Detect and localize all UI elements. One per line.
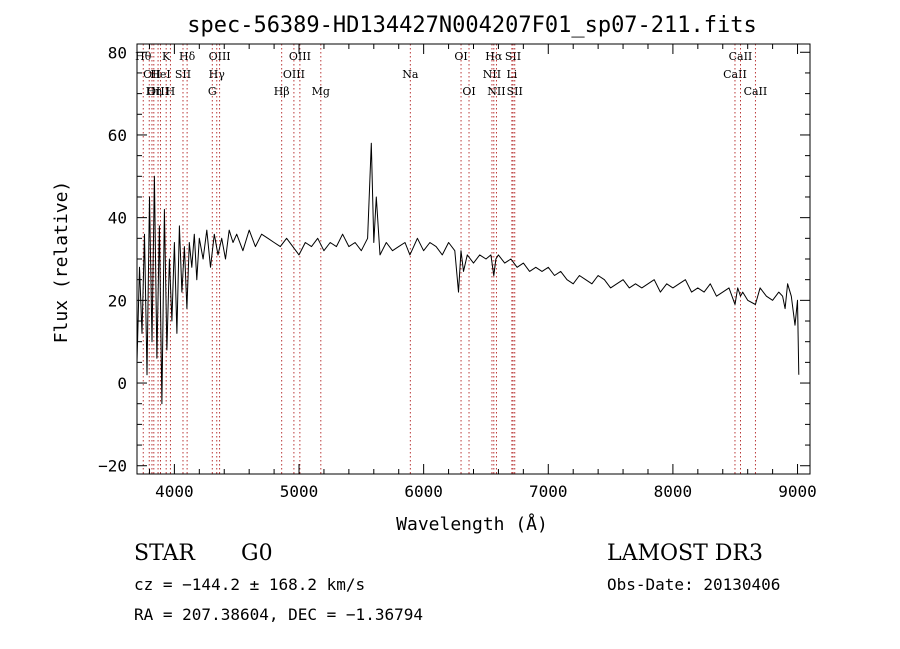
spectral-line-label: Hα — [485, 50, 503, 63]
spectral-line-label: SII — [507, 85, 523, 98]
spectral-line-label: HeI — [150, 68, 170, 81]
x-tick-label: 8000 — [654, 482, 693, 501]
spectral-line-label: NII — [487, 85, 505, 98]
chart-title: spec-56389-HD134427N004207F01_sp07-211.f… — [187, 13, 757, 38]
spectral-line-label: OII — [143, 68, 161, 81]
spectral-line-label: SII — [175, 68, 191, 81]
x-tick-label: 4000 — [155, 482, 194, 501]
spectral-line-label: CaII — [723, 68, 747, 81]
spectral-line-label: OIII — [209, 50, 231, 63]
obs-date: Obs-Date: 20130406 — [607, 575, 780, 594]
object-class: STAR — [134, 541, 196, 566]
spectral-line-label: K — [162, 50, 171, 63]
x-tick-label: 7000 — [529, 482, 568, 501]
spectral-line-label: OI — [462, 85, 475, 98]
spectral-line-label: G — [208, 85, 217, 98]
spectral-line-label: Hβ — [274, 85, 290, 98]
spectral-line-label: Hδ — [179, 50, 196, 63]
spectral-line-label: Na — [402, 68, 419, 81]
y-tick-label: −20 — [98, 457, 127, 476]
coordinates-info: RA = 207.38604, DEC = −1.36794 — [134, 605, 423, 624]
y-tick-label: 60 — [108, 126, 127, 145]
spectral-line-label: OI — [454, 50, 467, 63]
survey-name: LAMOST DR3 — [607, 541, 763, 566]
spectral-line-label: Li — [506, 68, 517, 81]
y-tick-label: 0 — [117, 374, 127, 393]
spectral-line-markers: HθOIIHηOIIIHeIKHSIIHδGHγOIIIHβOIIIOIIIMg… — [135, 44, 767, 474]
spectral-line-label: Hθ — [135, 50, 152, 63]
x-tick-label: 6000 — [404, 482, 443, 501]
x-tick-label: 9000 — [778, 482, 817, 501]
flux-series-line — [136, 142, 800, 405]
x-axis: 4000 5000 6000 7000 8000 9000 — [148, 44, 817, 501]
spectral-line-label: OIII — [289, 50, 311, 63]
y-tick-label: 80 — [108, 43, 127, 62]
spectral-line-label: NII — [483, 68, 501, 81]
spectral-line-label: Mg — [312, 85, 330, 98]
x-axis-label: Wavelength (Å) — [396, 513, 548, 535]
y-axis-label: Flux (relative) — [51, 181, 72, 344]
spectral-line-label: H — [166, 85, 176, 98]
spectral-line-label: Hγ — [209, 68, 226, 81]
y-tick-label: 40 — [108, 209, 127, 228]
spectral-line-label: SII — [505, 50, 521, 63]
object-subclass: G0 — [241, 541, 273, 566]
spectral-line-label: CaII — [729, 50, 753, 63]
y-axis: −20 0 20 40 60 80 — [98, 43, 810, 476]
redshift-info: cz = −144.2 ± 168.2 km/s — [134, 575, 365, 594]
spectral-line-label: OIII — [283, 68, 305, 81]
spectral-line-label: OIII — [147, 85, 169, 98]
plot-frame — [136, 43, 811, 475]
x-tick-label: 5000 — [280, 482, 319, 501]
spectral-line-label: CaII — [744, 85, 768, 98]
y-tick-label: 20 — [108, 291, 127, 310]
